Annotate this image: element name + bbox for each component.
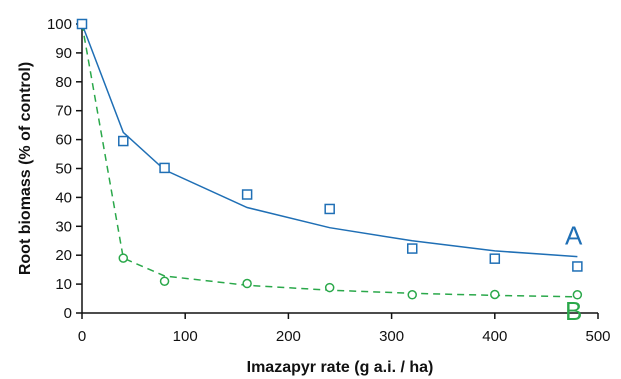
series-label-b: B <box>565 296 582 326</box>
y-tick-label: 70 <box>55 103 72 120</box>
y-tick-label: 10 <box>55 276 72 293</box>
y-axis-title: Root biomass (% of control) <box>17 62 34 275</box>
fit-lines <box>81 23 578 298</box>
x-ticks: 0 100 200 300 400 500 <box>78 313 611 345</box>
y-tick-label: 100 <box>47 16 72 33</box>
data-point-b <box>490 289 500 300</box>
data-point-a <box>159 162 170 174</box>
data-point-a <box>241 189 253 200</box>
data-point-a <box>406 243 418 254</box>
x-tick-label: 300 <box>379 328 404 345</box>
y-tick-label: 40 <box>55 189 72 206</box>
data-point-b <box>324 282 335 293</box>
x-tick-label: 400 <box>482 328 507 345</box>
data-point-a <box>118 135 129 147</box>
x-axis-title: Imazapyr rate (g a.i. / ha) <box>247 359 434 376</box>
y-tick-label: 90 <box>55 45 72 62</box>
y-tick-label: 0 <box>64 305 72 322</box>
y-tick-label: 20 <box>55 247 72 264</box>
x-tick-label: 200 <box>276 328 301 345</box>
data-point-b <box>159 276 170 286</box>
data-point-a <box>76 18 88 30</box>
y-tick-label: 80 <box>55 74 72 91</box>
data-markers <box>76 18 583 300</box>
series-label-a: A <box>565 221 583 251</box>
series-labels: AB <box>565 221 583 326</box>
x-tick-label: 100 <box>173 328 198 345</box>
y-ticks: 0 10 20 30 40 50 60 70 80 90 100 <box>47 16 82 322</box>
axes <box>81 20 598 314</box>
y-tick-label: 50 <box>55 161 72 178</box>
y-tick-label: 30 <box>55 218 72 235</box>
data-point-a <box>324 203 335 215</box>
data-point-a <box>572 261 583 272</box>
x-tick-label: 0 <box>78 328 86 345</box>
data-point-a <box>489 253 501 264</box>
data-point-b <box>242 278 252 289</box>
data-point-b <box>407 290 417 300</box>
y-tick-label: 60 <box>55 132 72 149</box>
data-point-b <box>572 290 583 300</box>
fit-line-a <box>81 23 578 258</box>
data-point-b <box>118 253 129 263</box>
fit-line-b <box>81 23 578 298</box>
x-tick-label: 500 <box>585 328 610 345</box>
